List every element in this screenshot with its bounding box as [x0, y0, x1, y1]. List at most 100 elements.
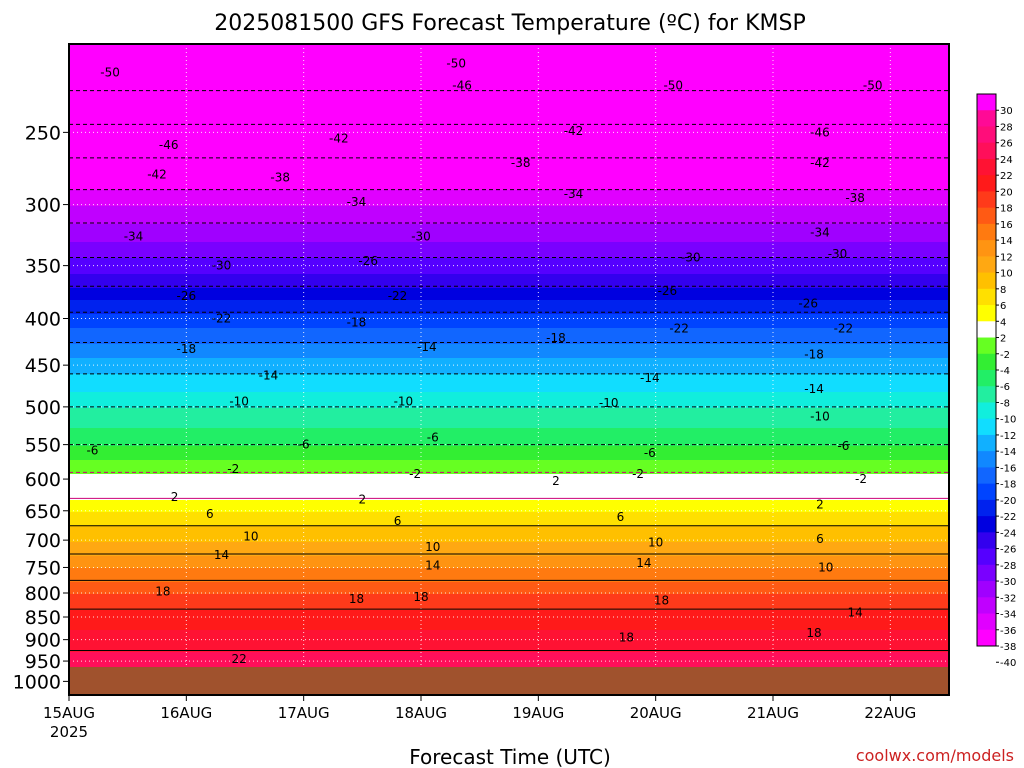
- colorbar-label: -28: [1000, 561, 1016, 572]
- contour-label: -10: [229, 394, 249, 408]
- colorbar-label: -16: [1000, 463, 1016, 474]
- x-axis-label: Forecast Time (UTC): [409, 745, 611, 768]
- contour-label: 6: [206, 507, 214, 521]
- temperature-band: [69, 428, 949, 447]
- y-tick-label: 600: [25, 469, 61, 491]
- colorbar: 30 28 26 24 22 20 18 16 14 12 10 8 6 4 2 -2 -4 -6 -8 -10 -12…: [976, 93, 1016, 669]
- temperature-band: [69, 610, 949, 631]
- contour-label: -30: [212, 259, 232, 273]
- contour-label: -30: [681, 251, 701, 265]
- contour-label: -46: [452, 78, 472, 92]
- colorbar-label: 4: [1000, 317, 1006, 328]
- contour-label: -26: [177, 289, 197, 303]
- colorbar-label: 10: [1000, 269, 1013, 280]
- y-axis: 2503003504004505005506006507007508008509…: [13, 122, 69, 693]
- temperature-band: [69, 206, 949, 225]
- colorbar-swatch: [977, 483, 996, 501]
- temperature-band: [69, 512, 949, 527]
- x-tick-label: 15AUG: [43, 704, 95, 722]
- x-tick-label: 16AUG: [160, 704, 212, 722]
- temperature-bands: [69, 44, 949, 695]
- temperature-band: [69, 358, 949, 375]
- colorbar-label: 26: [1000, 139, 1013, 150]
- contour-label: 6: [816, 532, 824, 546]
- contour-label: 2: [171, 490, 179, 504]
- colorbar-label: 30: [1000, 106, 1013, 117]
- contour-label: 18: [806, 626, 821, 640]
- contour-label: -14: [417, 340, 437, 354]
- temperature-band: [69, 190, 949, 207]
- contour-label: -22: [669, 321, 689, 335]
- contour-label: 6: [617, 510, 625, 524]
- y-tick-label: 800: [25, 583, 61, 605]
- contour-label: -38: [845, 191, 865, 205]
- colorbar-swatch: [977, 434, 996, 452]
- colorbar-label: 28: [1000, 122, 1013, 133]
- contour-label: -10: [394, 394, 414, 408]
- contour-label: -14: [804, 382, 824, 396]
- contour-label: -26: [798, 296, 818, 310]
- grid-lines: [69, 44, 949, 695]
- contour-label: -2: [227, 462, 239, 476]
- contour-label: -14: [259, 369, 279, 383]
- contour-label: 10: [648, 535, 663, 549]
- y-tick-label: 350: [25, 256, 61, 278]
- x-tick-label: 17AUG: [278, 704, 330, 722]
- colorbar-label: -4: [1000, 366, 1010, 377]
- temperature-band: [69, 314, 949, 329]
- colorbar-label: -14: [1000, 447, 1016, 458]
- colorbar-swatch: [977, 386, 996, 403]
- colorbar-label: 12: [1000, 252, 1013, 263]
- contour-label: -42: [564, 124, 584, 138]
- temperature-band: [69, 500, 949, 513]
- contour-label: -30: [411, 229, 431, 243]
- colorbar-swatch: [977, 467, 996, 485]
- contour-label: -22: [212, 312, 232, 326]
- temperature-band: [69, 44, 949, 191]
- colorbar-swatch: [977, 564, 996, 582]
- chart-title: 2025081500 GFS Forecast Temperature (ºC)…: [214, 11, 805, 36]
- colorbar-label: 24: [1000, 155, 1013, 166]
- colorbar-swatch: [977, 223, 996, 241]
- colorbar-swatch: [977, 94, 996, 111]
- colorbar-label: -8: [1000, 398, 1010, 409]
- temperature-band: [69, 392, 949, 409]
- colorbar-swatch: [977, 581, 996, 598]
- colorbar-label: -2: [1000, 350, 1010, 361]
- colorbar-label: -36: [1000, 626, 1016, 637]
- colorbar-swatch: [977, 532, 996, 550]
- colorbar-label: 20: [1000, 187, 1013, 198]
- contour-label: -2: [409, 467, 421, 481]
- contour-label: -18: [347, 315, 367, 329]
- contour-label: 2: [552, 474, 560, 488]
- temperature-band: [69, 446, 949, 461]
- y-tick-label: 250: [25, 122, 61, 144]
- temperature-band: [69, 526, 949, 543]
- contour-label: 14: [214, 548, 229, 562]
- y-tick-label: 400: [25, 309, 61, 331]
- colorbar-swatch: [977, 191, 996, 209]
- y-tick-label: 1000: [13, 671, 61, 693]
- contour-label: 18: [619, 630, 634, 644]
- contour-label: -46: [159, 138, 179, 152]
- x-tick-label: 18AUG: [395, 704, 447, 722]
- colorbar-label: -10: [1000, 415, 1016, 426]
- contour-label: 6: [394, 514, 402, 528]
- credit-link[interactable]: coolwx.com/models: [856, 746, 1014, 765]
- contour-label: 10: [425, 540, 440, 554]
- colorbar-swatch: [977, 142, 996, 160]
- colorbar-label: 2: [1000, 334, 1006, 345]
- contour-label: -38: [511, 156, 531, 170]
- temperature-band: [69, 224, 949, 243]
- contour-label: -14: [640, 371, 660, 385]
- contour-label: 18: [413, 590, 428, 604]
- temperature-band: [69, 542, 949, 557]
- contour-label: -18: [546, 331, 566, 345]
- temperature-band: [69, 242, 949, 259]
- x-tick-label: 20AUG: [630, 704, 682, 722]
- temperature-band: [69, 374, 949, 393]
- colorbar-label: 16: [1000, 220, 1013, 231]
- contour-label: -10: [599, 396, 619, 410]
